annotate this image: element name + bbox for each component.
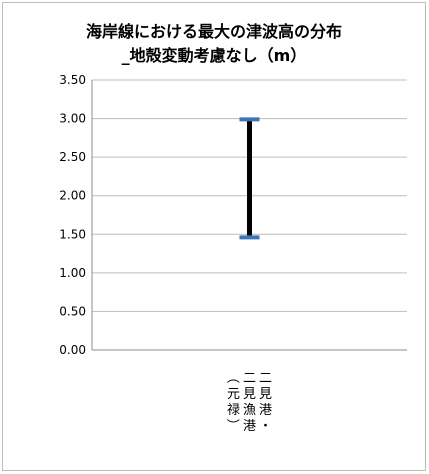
y-tick-label: 3.00 — [59, 112, 86, 126]
category-label-char: 禄 — [227, 403, 240, 418]
category-label-char: 二 — [243, 371, 256, 386]
category-label-char: 港 — [243, 419, 256, 434]
y-tick-label: 3.50 — [59, 73, 86, 87]
y-axis-ticks: 0.00 0.50 1.00 1.50 2.00 2.50 3.00 3.50 — [59, 73, 86, 357]
y-tick-label: 0.50 — [59, 304, 86, 318]
y-tick-label: 1.50 — [59, 227, 86, 241]
y-tick-label: 2.50 — [59, 150, 86, 164]
y-tick-label: 2.00 — [59, 189, 86, 203]
category-label-char: 見 — [243, 387, 256, 402]
category-label-char: 港 — [259, 403, 272, 418]
category-label-char: 元 — [227, 387, 240, 402]
axes — [91, 80, 407, 351]
y-tick-label: 1.00 — [59, 266, 86, 280]
category-label-char: ・ — [259, 419, 272, 434]
category-label-char: 二 — [259, 371, 272, 386]
category-label-char: （ — [225, 370, 240, 383]
chart-title: 海岸線における最大の津波高の分布 _地殻変動考慮なし（m） — [86, 22, 342, 65]
chart-title-line-2: _地殻変動考慮なし（m） — [122, 46, 307, 65]
chart-title-line-1: 海岸線における最大の津波高の分布 — [86, 22, 342, 41]
category-label-char: 見 — [259, 387, 272, 402]
y-tick-label: 0.00 — [59, 343, 86, 357]
range-marks — [239, 117, 260, 240]
category-label-char: 漁 — [243, 403, 256, 418]
category-label-char: ） — [225, 418, 240, 431]
